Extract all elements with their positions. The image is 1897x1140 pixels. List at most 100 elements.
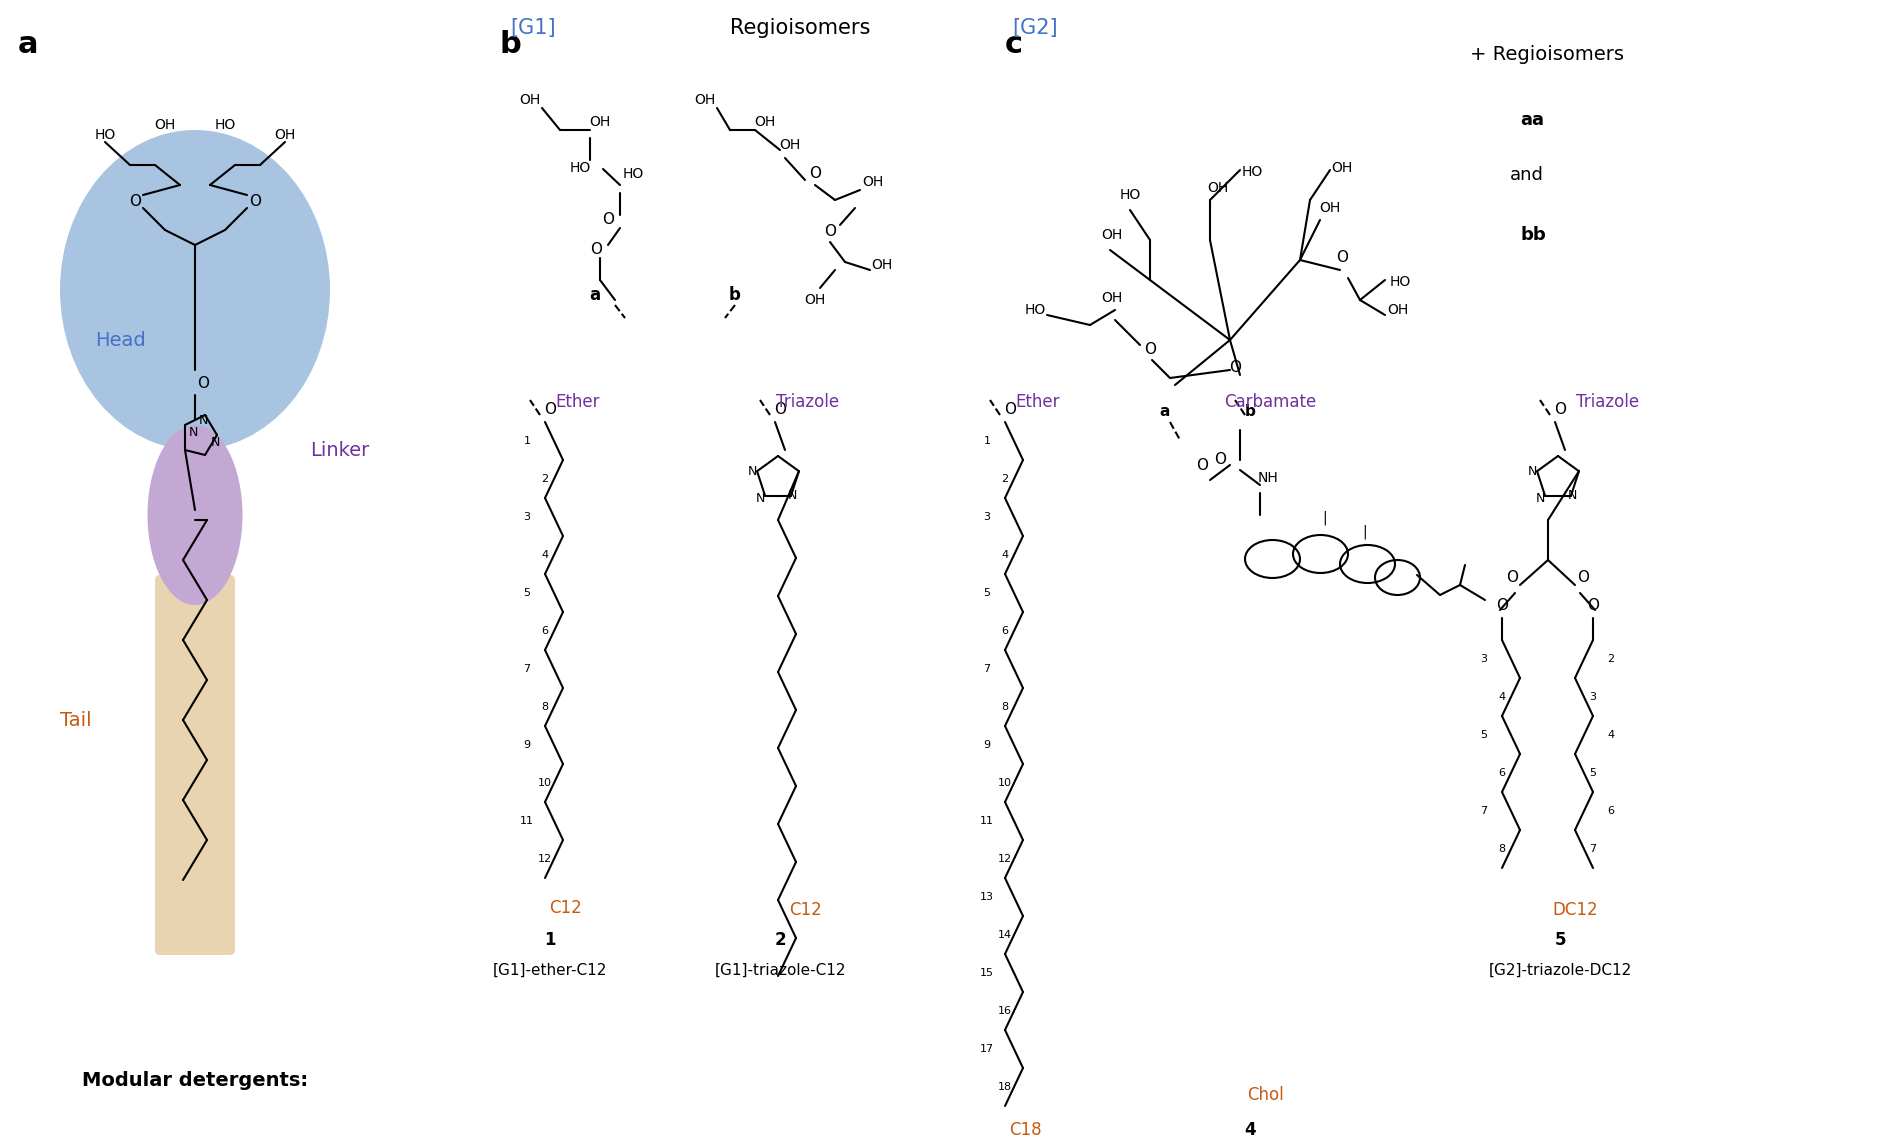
Text: 4: 4 bbox=[1607, 730, 1614, 740]
Text: O: O bbox=[823, 225, 837, 239]
Text: OH: OH bbox=[694, 93, 715, 107]
Text: OH: OH bbox=[520, 93, 541, 107]
Text: OH: OH bbox=[871, 258, 893, 272]
FancyBboxPatch shape bbox=[156, 575, 235, 955]
Text: |: | bbox=[1362, 524, 1368, 539]
Text: O: O bbox=[249, 195, 262, 210]
Text: 5: 5 bbox=[983, 588, 990, 598]
Text: OH: OH bbox=[755, 115, 776, 129]
Text: N: N bbox=[188, 426, 197, 440]
Text: 1: 1 bbox=[524, 435, 531, 446]
Text: bb: bb bbox=[1519, 226, 1546, 244]
Text: 5: 5 bbox=[524, 588, 531, 598]
Text: O: O bbox=[1229, 360, 1241, 375]
Text: 12: 12 bbox=[539, 854, 552, 864]
Text: OH: OH bbox=[1387, 303, 1409, 317]
Text: O: O bbox=[808, 166, 821, 181]
Text: 11: 11 bbox=[981, 816, 994, 826]
Text: O: O bbox=[1004, 402, 1017, 417]
Text: C18: C18 bbox=[1009, 1121, 1041, 1139]
Text: 11: 11 bbox=[520, 816, 533, 826]
Text: 4: 4 bbox=[541, 549, 548, 560]
Text: N: N bbox=[199, 415, 207, 428]
Text: 2: 2 bbox=[541, 474, 548, 484]
Text: 3: 3 bbox=[1480, 654, 1487, 663]
Text: HO: HO bbox=[1389, 275, 1411, 290]
Text: 7: 7 bbox=[1590, 844, 1597, 854]
Text: [G1]-ether-C12: [G1]-ether-C12 bbox=[493, 962, 607, 977]
Text: b: b bbox=[1244, 405, 1256, 420]
Text: 2: 2 bbox=[1607, 654, 1614, 663]
Text: [G2]-triazole-DC12: [G2]-triazole-DC12 bbox=[1489, 962, 1631, 977]
Text: and: and bbox=[1510, 166, 1544, 184]
Text: 5: 5 bbox=[1590, 768, 1597, 777]
Text: O: O bbox=[1335, 251, 1349, 266]
Text: 5: 5 bbox=[1554, 931, 1565, 948]
Ellipse shape bbox=[148, 425, 243, 605]
Text: O: O bbox=[1195, 457, 1208, 472]
Text: N: N bbox=[1569, 489, 1578, 503]
Text: [G1]-triazole-C12: [G1]-triazole-C12 bbox=[715, 962, 846, 977]
Text: O: O bbox=[544, 402, 556, 417]
Text: a: a bbox=[590, 286, 601, 304]
Text: HO: HO bbox=[569, 161, 590, 176]
Text: HO: HO bbox=[1241, 165, 1263, 179]
Text: 4: 4 bbox=[1244, 1121, 1256, 1139]
Text: Head: Head bbox=[95, 331, 146, 350]
Text: [G1]: [G1] bbox=[510, 18, 556, 38]
Text: 6: 6 bbox=[1607, 806, 1614, 816]
Text: |: | bbox=[1322, 511, 1328, 526]
Text: OH: OH bbox=[275, 128, 296, 142]
Text: 17: 17 bbox=[981, 1044, 994, 1054]
Text: Carbamate: Carbamate bbox=[1224, 393, 1317, 412]
Text: a: a bbox=[17, 30, 38, 59]
Text: HO: HO bbox=[214, 119, 235, 132]
Text: 6: 6 bbox=[1002, 626, 1009, 636]
Text: N: N bbox=[747, 465, 757, 478]
Text: OH: OH bbox=[780, 138, 801, 152]
Text: NH: NH bbox=[1258, 471, 1279, 484]
Text: 6: 6 bbox=[1499, 768, 1506, 777]
Text: a: a bbox=[1159, 405, 1170, 420]
Text: HO: HO bbox=[95, 128, 116, 142]
Text: b: b bbox=[728, 286, 742, 304]
Text: 16: 16 bbox=[998, 1005, 1011, 1016]
Text: 18: 18 bbox=[998, 1082, 1013, 1092]
Text: O: O bbox=[601, 212, 615, 228]
Text: 12: 12 bbox=[998, 854, 1013, 864]
Text: HO: HO bbox=[1024, 303, 1045, 317]
Text: 2: 2 bbox=[774, 931, 785, 948]
Text: DC12: DC12 bbox=[1552, 901, 1597, 919]
Text: Triazole: Triazole bbox=[776, 393, 840, 412]
Text: b: b bbox=[501, 30, 522, 59]
Text: [G2]: [G2] bbox=[1011, 18, 1059, 38]
Text: 1: 1 bbox=[983, 435, 990, 446]
Text: 3: 3 bbox=[983, 512, 990, 522]
Text: 15: 15 bbox=[981, 968, 994, 978]
Text: N: N bbox=[789, 489, 797, 503]
Text: O: O bbox=[1506, 570, 1518, 586]
Text: N: N bbox=[755, 492, 764, 505]
Text: OH: OH bbox=[1320, 201, 1341, 215]
Text: 5: 5 bbox=[1480, 730, 1487, 740]
Text: O: O bbox=[1214, 453, 1225, 467]
Text: Ether: Ether bbox=[1015, 393, 1060, 412]
Text: O: O bbox=[129, 195, 140, 210]
Text: O: O bbox=[1144, 342, 1155, 358]
Text: OH: OH bbox=[154, 119, 176, 132]
Text: O: O bbox=[1554, 402, 1567, 417]
Text: OH: OH bbox=[1206, 181, 1229, 195]
Text: OH: OH bbox=[1332, 161, 1353, 176]
Text: 3: 3 bbox=[524, 512, 531, 522]
Text: 8: 8 bbox=[1499, 844, 1506, 854]
Text: N: N bbox=[1535, 492, 1544, 505]
Text: HO: HO bbox=[622, 166, 643, 181]
Text: 2: 2 bbox=[1002, 474, 1009, 484]
Text: 14: 14 bbox=[998, 930, 1013, 940]
Text: Triazole: Triazole bbox=[1576, 393, 1639, 412]
Text: OH: OH bbox=[1102, 228, 1123, 242]
Text: OH: OH bbox=[590, 115, 611, 129]
Text: 7: 7 bbox=[983, 663, 990, 674]
Text: OH: OH bbox=[863, 176, 884, 189]
Text: Ether: Ether bbox=[556, 393, 599, 412]
